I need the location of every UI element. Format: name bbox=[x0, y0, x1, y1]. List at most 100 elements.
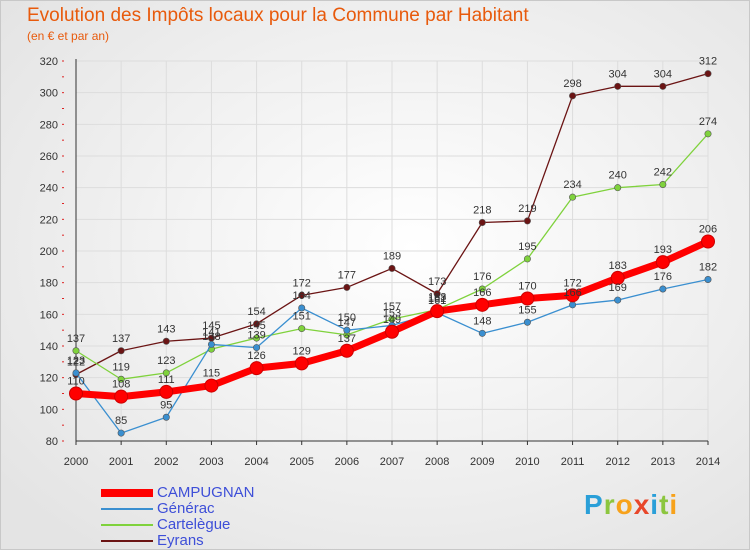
y-tick-label: 220 bbox=[40, 214, 58, 226]
data-label: 304 bbox=[654, 68, 672, 80]
data-point bbox=[162, 413, 170, 421]
data-label: 206 bbox=[699, 224, 717, 236]
logo-letter: i bbox=[650, 489, 660, 520]
data-label: 298 bbox=[563, 78, 581, 90]
data-point bbox=[159, 384, 174, 399]
data-point bbox=[569, 92, 577, 100]
data-point bbox=[339, 343, 354, 358]
data-label: 163 bbox=[428, 292, 446, 304]
x-tick-label: 2014 bbox=[696, 456, 720, 468]
data-point bbox=[204, 378, 219, 393]
data-label: 234 bbox=[563, 179, 581, 191]
y-tick-label: 140 bbox=[40, 341, 58, 353]
data-point bbox=[614, 82, 622, 90]
data-point bbox=[478, 329, 486, 337]
x-tick-label: 2003 bbox=[199, 456, 223, 468]
y-tick-label: 100 bbox=[40, 404, 58, 416]
data-point bbox=[523, 217, 531, 225]
data-label: 177 bbox=[338, 269, 356, 281]
y-tick-label: 120 bbox=[40, 373, 58, 385]
data-point bbox=[114, 389, 129, 404]
x-tick-label: 2001 bbox=[109, 456, 133, 468]
y-tick-label: 300 bbox=[40, 88, 58, 100]
data-label: 145 bbox=[247, 320, 265, 332]
data-label: 154 bbox=[247, 306, 265, 318]
data-label: 137 bbox=[67, 333, 85, 345]
data-label: 195 bbox=[518, 241, 536, 253]
y-tick-label: 180 bbox=[40, 278, 58, 290]
data-label: 170 bbox=[518, 281, 536, 293]
x-tick-label: 2011 bbox=[561, 456, 585, 468]
data-label: 304 bbox=[609, 68, 627, 80]
logo-letter: o bbox=[615, 489, 634, 520]
data-label: 153 bbox=[383, 307, 401, 319]
data-label: 183 bbox=[609, 260, 627, 272]
data-label: 242 bbox=[654, 167, 672, 179]
logo-letter: x bbox=[633, 489, 651, 520]
y-tick-label: 280 bbox=[40, 119, 58, 131]
x-tick-label: 2006 bbox=[335, 456, 359, 468]
data-point bbox=[569, 193, 577, 201]
x-tick-label: 2004 bbox=[244, 456, 268, 468]
data-point bbox=[704, 275, 712, 283]
x-tick-label: 2002 bbox=[154, 456, 178, 468]
data-point bbox=[162, 337, 170, 345]
data-point bbox=[162, 369, 170, 377]
legend-swatch-generac bbox=[101, 508, 153, 510]
data-label: 182 bbox=[699, 262, 717, 274]
y-tick-label: 260 bbox=[40, 151, 58, 163]
data-point bbox=[430, 304, 445, 319]
logo-letter: t bbox=[659, 489, 670, 520]
data-label: 162 bbox=[428, 293, 446, 305]
data-point bbox=[569, 301, 577, 309]
x-tick-label: 2008 bbox=[425, 456, 449, 468]
data-label: 137 bbox=[338, 333, 356, 345]
data-label: 157 bbox=[383, 301, 401, 313]
data-point bbox=[523, 318, 531, 326]
data-point bbox=[207, 340, 215, 348]
x-tick-label: 2010 bbox=[515, 456, 539, 468]
data-point bbox=[704, 70, 712, 78]
logo-letter: r bbox=[603, 489, 616, 520]
data-point bbox=[659, 285, 667, 293]
data-label: 95 bbox=[160, 399, 172, 411]
data-label: 164 bbox=[293, 290, 311, 302]
data-point bbox=[614, 296, 622, 304]
data-label: 161 bbox=[428, 295, 446, 307]
logo-letter: i bbox=[669, 489, 679, 520]
data-point bbox=[298, 304, 306, 312]
data-label: 193 bbox=[654, 244, 672, 256]
legend-swatch-campugnan bbox=[101, 489, 153, 497]
data-label: 123 bbox=[157, 355, 175, 367]
data-point bbox=[72, 347, 80, 355]
data-label: 169 bbox=[609, 282, 627, 294]
data-label: 149 bbox=[383, 314, 401, 326]
x-tick-label: 2000 bbox=[64, 456, 88, 468]
data-point bbox=[294, 356, 309, 371]
data-point bbox=[343, 283, 351, 291]
data-label: 122 bbox=[67, 357, 85, 369]
x-tick-label: 2005 bbox=[289, 456, 313, 468]
data-label: 172 bbox=[293, 277, 311, 289]
data-label: 141 bbox=[202, 326, 220, 338]
data-point bbox=[659, 82, 667, 90]
data-label: 138 bbox=[202, 331, 220, 343]
legend-label-generac: Générac bbox=[157, 500, 215, 517]
data-point bbox=[69, 386, 83, 401]
data-point bbox=[433, 290, 441, 298]
logo-letter: P bbox=[584, 489, 604, 520]
y-tick-label: 80 bbox=[46, 436, 58, 448]
chart-subtitle: (en € et par an) bbox=[27, 29, 110, 43]
data-point bbox=[565, 288, 580, 303]
data-label: 119 bbox=[112, 361, 130, 373]
data-point bbox=[253, 344, 261, 352]
data-label: 110 bbox=[67, 376, 85, 388]
data-point bbox=[475, 297, 490, 312]
y-tick-label: 240 bbox=[40, 183, 58, 195]
data-label: 126 bbox=[247, 350, 265, 362]
x-tick-label: 2007 bbox=[380, 456, 404, 468]
data-label: 172 bbox=[563, 277, 581, 289]
data-point bbox=[478, 219, 486, 227]
x-tick-label: 2009 bbox=[470, 456, 494, 468]
